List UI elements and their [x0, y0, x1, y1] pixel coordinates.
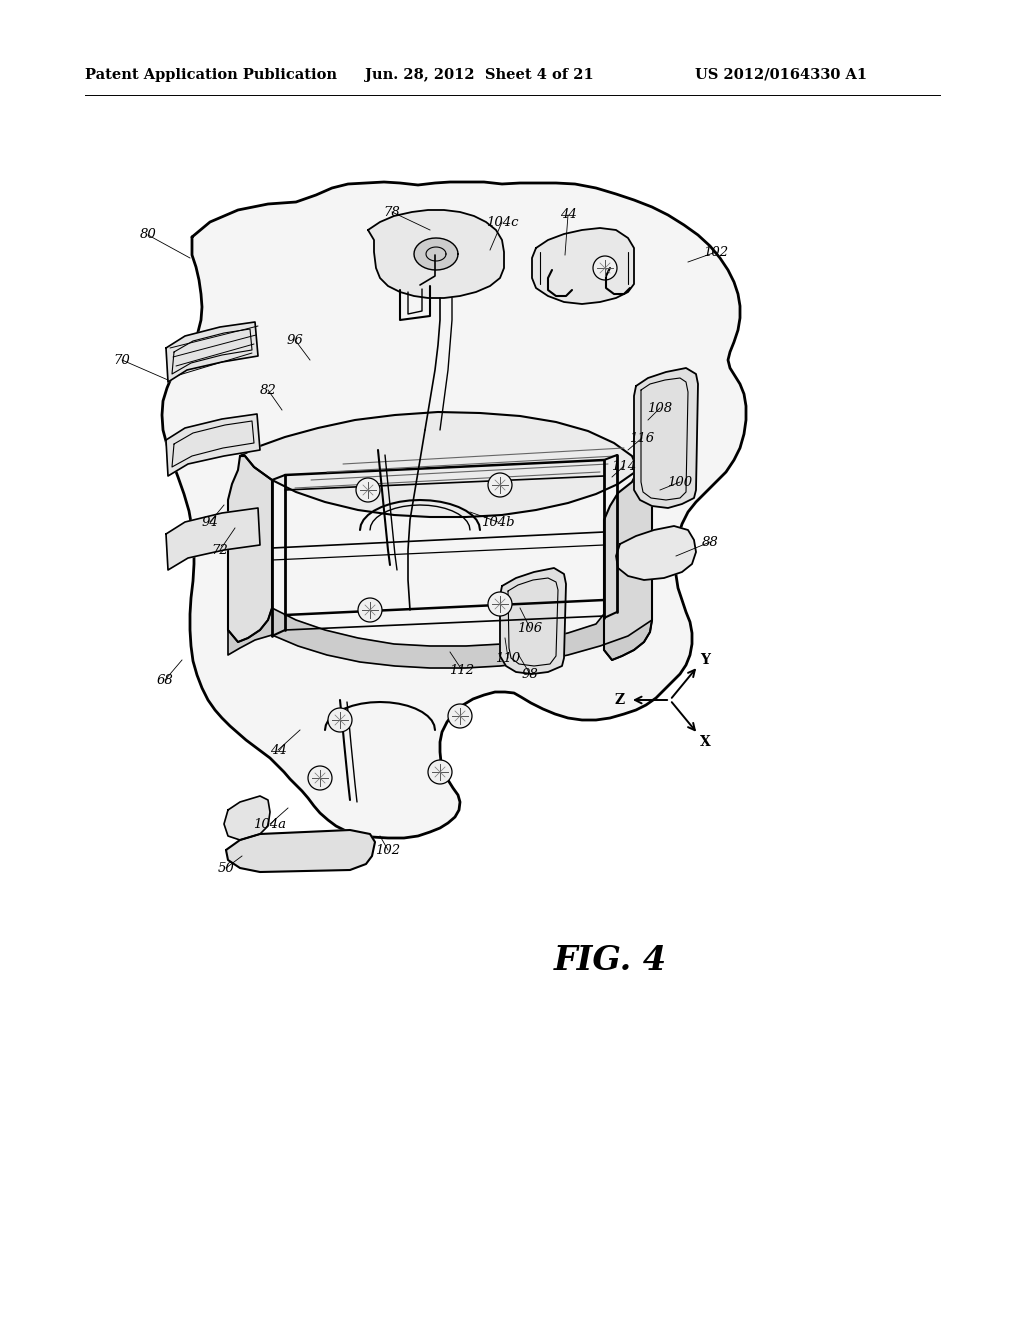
- Polygon shape: [604, 470, 652, 660]
- Polygon shape: [240, 412, 638, 517]
- Text: 78: 78: [384, 206, 400, 219]
- Circle shape: [488, 473, 512, 498]
- Text: 100: 100: [668, 475, 692, 488]
- Polygon shape: [228, 609, 652, 668]
- Text: 104c: 104c: [485, 215, 518, 228]
- Text: Patent Application Publication: Patent Application Publication: [85, 69, 337, 82]
- Polygon shape: [162, 182, 746, 838]
- Text: 110: 110: [496, 652, 520, 664]
- Polygon shape: [532, 228, 634, 304]
- Polygon shape: [166, 508, 260, 570]
- Text: 82: 82: [260, 384, 276, 396]
- Circle shape: [449, 704, 472, 729]
- Text: US 2012/0164330 A1: US 2012/0164330 A1: [695, 69, 867, 82]
- Text: 108: 108: [647, 401, 673, 414]
- Text: 80: 80: [139, 228, 157, 242]
- Polygon shape: [226, 830, 375, 873]
- Text: 96: 96: [287, 334, 303, 346]
- Circle shape: [328, 708, 352, 733]
- Text: 112: 112: [450, 664, 474, 676]
- Text: 44: 44: [560, 209, 577, 222]
- Text: X: X: [699, 735, 711, 748]
- Polygon shape: [414, 238, 458, 271]
- Circle shape: [428, 760, 452, 784]
- Text: 72: 72: [212, 544, 228, 557]
- Polygon shape: [228, 455, 272, 642]
- Text: 68: 68: [157, 673, 173, 686]
- Text: 70: 70: [114, 354, 130, 367]
- Circle shape: [308, 766, 332, 789]
- Text: FIG. 4: FIG. 4: [553, 944, 667, 977]
- Text: 116: 116: [630, 432, 654, 445]
- Polygon shape: [616, 525, 696, 579]
- Polygon shape: [634, 368, 698, 508]
- Text: 114: 114: [611, 459, 637, 473]
- Circle shape: [593, 256, 617, 280]
- Text: 94: 94: [202, 516, 218, 528]
- Text: 102: 102: [376, 843, 400, 857]
- Text: 106: 106: [517, 622, 543, 635]
- Text: Y: Y: [700, 653, 710, 667]
- Text: 98: 98: [521, 668, 539, 681]
- Text: 50: 50: [218, 862, 234, 874]
- Circle shape: [358, 598, 382, 622]
- Text: 102: 102: [703, 246, 728, 259]
- Circle shape: [356, 478, 380, 502]
- Polygon shape: [166, 414, 260, 477]
- Polygon shape: [166, 322, 258, 381]
- Polygon shape: [500, 568, 566, 675]
- Text: 88: 88: [701, 536, 719, 549]
- Text: 104b: 104b: [481, 516, 515, 528]
- Polygon shape: [368, 210, 504, 298]
- Text: Z: Z: [615, 693, 625, 708]
- Text: 44: 44: [269, 743, 287, 756]
- Text: 104a: 104a: [254, 817, 287, 830]
- Circle shape: [488, 591, 512, 616]
- Polygon shape: [224, 796, 270, 840]
- Text: Jun. 28, 2012  Sheet 4 of 21: Jun. 28, 2012 Sheet 4 of 21: [365, 69, 594, 82]
